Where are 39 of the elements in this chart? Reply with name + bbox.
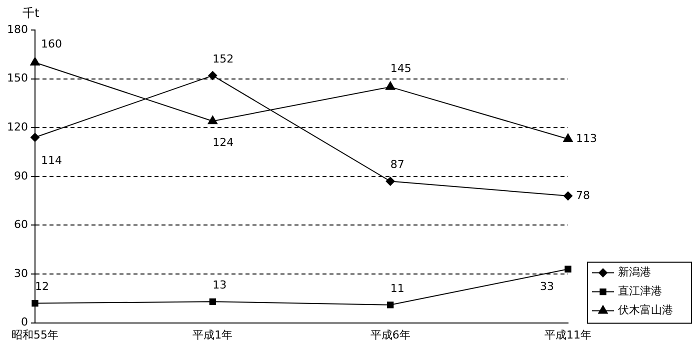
y-tick-label: 180 (6, 22, 28, 36)
y-tick-label: 0 (20, 316, 28, 329)
data-label: 12 (34, 280, 49, 294)
legend-label: 伏木富山港 (618, 304, 673, 317)
data-label: 114 (40, 154, 62, 168)
x-tick-label: 平成11年 (544, 328, 592, 342)
y-axis-title: 千t (22, 6, 40, 20)
data-label: 145 (390, 62, 412, 75)
y-tick-label: 90 (14, 169, 28, 182)
data-label: 33 (540, 280, 554, 293)
point (30, 132, 40, 142)
data-label: 87 (390, 158, 404, 172)
legend-label: 新潟港 (618, 266, 651, 279)
data-label: 152 (212, 52, 234, 66)
point (387, 302, 394, 308)
point (209, 298, 216, 305)
point (563, 133, 573, 142)
y-tick-label: 60 (14, 218, 28, 232)
x-tick-label: 平成1年 (192, 328, 233, 342)
legend-label: 直江津港 (618, 284, 662, 298)
x-tick-label: 昭和55年 (11, 328, 58, 342)
data-label: 78 (576, 188, 590, 202)
x-tick-label: 平成6年 (370, 328, 410, 342)
point (386, 176, 395, 186)
point (564, 266, 572, 272)
data-label: 124 (212, 136, 234, 149)
data-label: 13 (212, 278, 227, 292)
point (386, 81, 396, 90)
point (208, 116, 218, 124)
point (32, 300, 38, 307)
data-label: 113 (576, 132, 597, 145)
data-label: 11 (390, 282, 404, 295)
y-tick-label: 150 (6, 72, 28, 85)
y-tick-label: 30 (14, 266, 28, 280)
point (564, 191, 572, 200)
data-label: 160 (40, 37, 62, 50)
point (208, 71, 218, 80)
point (30, 57, 40, 66)
y-tick-label: 120 (6, 120, 28, 134)
